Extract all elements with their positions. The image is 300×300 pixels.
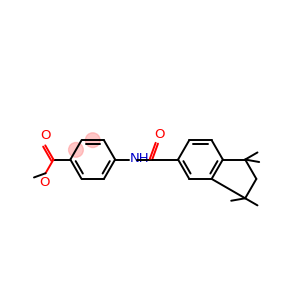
Circle shape	[69, 142, 83, 157]
Text: O: O	[39, 176, 50, 189]
Text: O: O	[40, 129, 50, 142]
Text: O: O	[154, 128, 164, 141]
Text: NH: NH	[130, 152, 150, 166]
Circle shape	[85, 133, 100, 148]
